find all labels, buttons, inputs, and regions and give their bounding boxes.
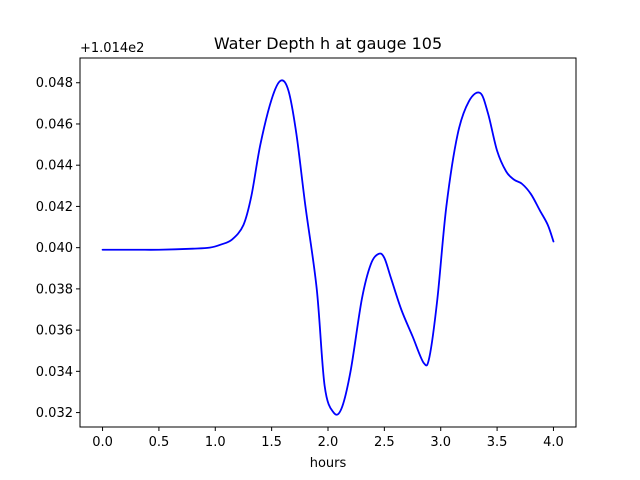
y-tick-label: 0.034 xyxy=(36,365,73,380)
x-tick-label: 1.5 xyxy=(261,435,282,450)
x-tick-label: 3.5 xyxy=(487,435,508,450)
x-tick-label: 2.5 xyxy=(374,435,395,450)
y-tick-label: 0.046 xyxy=(36,117,73,132)
plot-frame xyxy=(79,57,577,428)
x-axis-label: hours xyxy=(310,456,347,471)
y-tick-label: 0.038 xyxy=(36,282,73,297)
x-tick-label: 0.0 xyxy=(92,435,113,450)
chart-title: Water Depth h at gauge 105 xyxy=(214,34,442,53)
series-line-0 xyxy=(101,79,555,416)
y-tick-label: 0.042 xyxy=(36,200,73,215)
x-tick-label: 2.0 xyxy=(318,435,339,450)
x-tick-label: 3.0 xyxy=(430,435,451,450)
y-tick-label: 0.036 xyxy=(36,324,73,339)
x-tick-label: 1.0 xyxy=(205,435,226,450)
x-tick-label: 4.0 xyxy=(543,435,564,450)
y-tick-label: 0.048 xyxy=(36,76,73,91)
plot-area xyxy=(101,79,555,416)
x-tick-label: 0.5 xyxy=(149,435,170,450)
y-tick-label: 0.044 xyxy=(36,159,73,174)
y-tick-label: 0.032 xyxy=(36,406,73,421)
y-offset-label: +1.014e2 xyxy=(80,41,144,56)
axis-ticks: 0.0 0.5 1.0 1.5 2.0 2.5 3.0 3.5 4.0 0.032 0.034 0.0… xyxy=(36,76,564,450)
y-tick-label: 0.040 xyxy=(36,241,73,256)
